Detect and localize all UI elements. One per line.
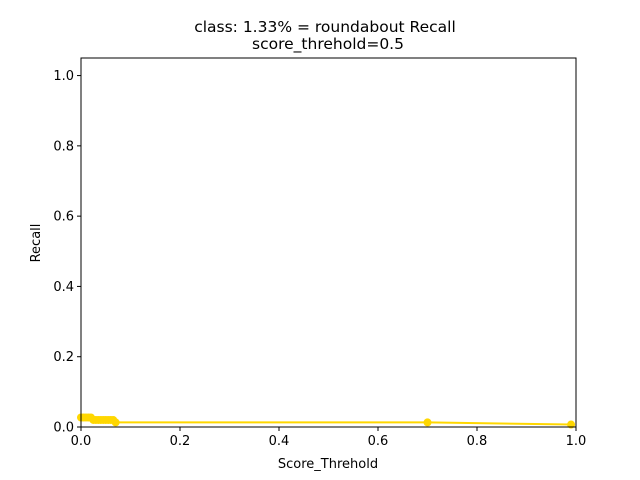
x-tick-label: 0.8 — [467, 434, 488, 449]
y-axis-label: Recall — [29, 224, 44, 263]
y-tick-label: 0.6 — [53, 210, 74, 225]
y-tick-label: 0.2 — [53, 350, 74, 365]
chart-title: class: 1.33% = roundabout Recall — [194, 18, 456, 36]
x-tick-label: 0.4 — [269, 434, 290, 449]
x-tick-label: 0.0 — [71, 434, 92, 449]
y-tick-label: 0.8 — [53, 139, 74, 154]
y-tick-label: 0.4 — [53, 280, 74, 295]
x-axis-label: Score_Threhold — [278, 457, 378, 472]
x-tick-label: 1.0 — [566, 434, 587, 449]
data-point — [423, 418, 432, 427]
x-tick-label: 0.2 — [170, 434, 191, 449]
y-axis: 0.0 0.2 0.4 0.6 0.8 1.0 — [53, 69, 81, 436]
x-axis: 0.0 0.2 0.4 0.6 0.8 1.0 — [71, 427, 587, 449]
plot-frame — [80, 57, 577, 428]
y-tick-label: 1.0 — [53, 69, 74, 84]
plot-area — [77, 413, 576, 429]
x-tick-label: 0.6 — [368, 434, 389, 449]
data-point — [111, 418, 120, 427]
y-tick-label: 0.0 — [53, 421, 74, 436]
chart-subtitle: score_threhold=0.5 — [252, 35, 404, 54]
series-line — [81, 416, 572, 426]
